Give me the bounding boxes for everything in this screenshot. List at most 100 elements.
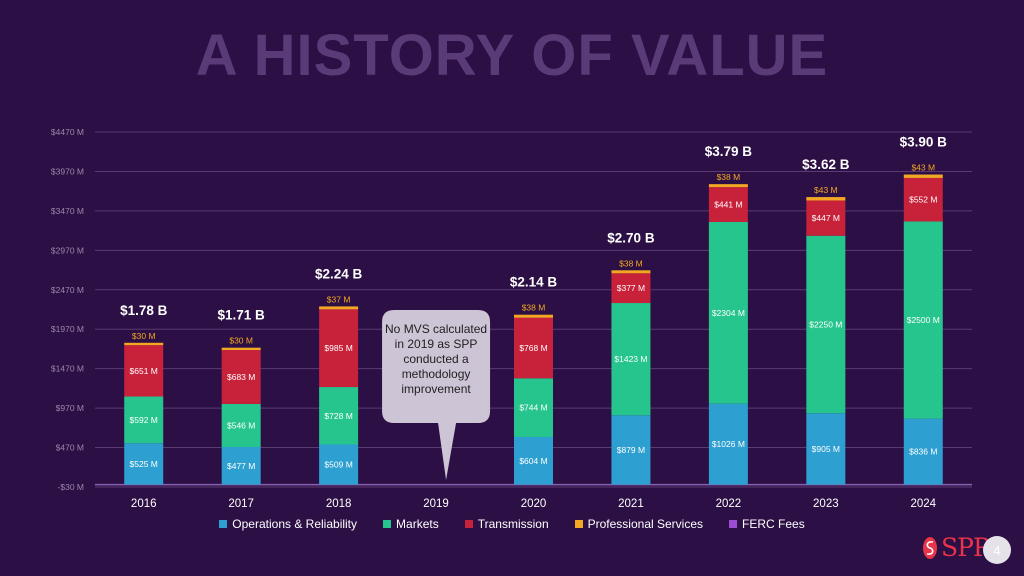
callout-bubble <box>382 310 491 480</box>
data-label: $728 M <box>324 411 352 421</box>
data-label: $836 M <box>909 447 937 457</box>
legend-item-professional[interactable]: Professional Services <box>574 517 704 531</box>
x-tick-label: 2022 <box>716 498 742 510</box>
bar-segment <box>124 443 164 485</box>
bars <box>124 174 943 485</box>
bar-segment <box>514 314 553 318</box>
data-label: $477 M <box>227 461 255 471</box>
page-number: 4 <box>983 536 1011 564</box>
bar-segment <box>806 200 846 236</box>
bar-segment <box>319 387 359 445</box>
total-label: $1.78 B <box>120 303 168 318</box>
legend-label-ops: Operations & Reliability <box>232 517 358 531</box>
y-tick-label: $3470 M <box>51 206 84 216</box>
legend-swatch-ops <box>219 520 228 528</box>
legend-item-markets[interactable]: Markets <box>383 517 439 531</box>
data-label: $2250 M <box>809 319 842 329</box>
bar-segment <box>806 197 846 201</box>
legend-label-professional: Professional Services <box>587 517 704 531</box>
legend-label-markets: Markets <box>396 517 439 531</box>
x-tick-label: 2020 <box>521 498 547 510</box>
data-label: $30 M <box>132 331 156 341</box>
data-label: $38 M <box>619 258 643 268</box>
legend-item-transmission[interactable]: Transmission <box>464 517 549 531</box>
data-label: $509 M <box>324 460 352 470</box>
bar-segment <box>611 415 651 485</box>
spp-logo: SPP <box>922 533 990 562</box>
bar-segment <box>514 317 553 379</box>
bar-segment <box>708 184 748 188</box>
legend-swatch-professional <box>574 520 583 528</box>
callout-text: No MVS calculated in 2019 as SPP conduct… <box>385 322 488 396</box>
bar-segment <box>903 221 943 419</box>
page-title: A HISTORY OF VALUE <box>195 23 829 88</box>
data-label: $43 M <box>814 185 838 195</box>
y-tick-label: $1470 M <box>51 364 84 374</box>
total-label: $1.71 B <box>218 308 266 323</box>
total-label: $3.90 B <box>900 135 948 150</box>
data-label: $651 M <box>130 366 158 376</box>
x-tick-label: 2019 <box>423 498 449 510</box>
bar-segment <box>708 187 748 222</box>
legend-label-transmission: Transmission <box>477 517 549 531</box>
legend-swatch-transmission <box>464 520 473 528</box>
bar-segment <box>903 177 943 222</box>
bar-segment <box>221 350 261 404</box>
total-label: $2.70 B <box>607 230 655 245</box>
data-label: $1423 M <box>614 354 647 364</box>
total-label: $3.62 B <box>802 157 850 172</box>
data-label: $552 M <box>909 195 937 205</box>
data-label: $447 M <box>812 213 840 223</box>
spp-logo-icon <box>923 536 937 559</box>
bar-segment <box>124 396 164 444</box>
x-axis: 2016 2017 2018 2019 2020 2021 2022 2023 2024 <box>131 498 937 510</box>
total-label: $2.24 B <box>315 266 363 281</box>
data-label: $43 M <box>911 163 935 173</box>
legend-swatch-ferc <box>729 520 738 528</box>
y-tick-label: $4470 M <box>51 127 84 137</box>
legend: Operations & Reliability Markets Transmi… <box>0 517 1024 531</box>
data-labels: $525 M $592 M $651 M $30 M $1.78 B $477 M $546… <box>120 135 947 471</box>
y-tick-label: $970 M <box>56 403 84 413</box>
legend-swatch-markets <box>383 520 392 528</box>
x-tick-label: 2016 <box>131 498 157 510</box>
data-label: $985 M <box>324 343 352 353</box>
bar-segment <box>514 436 553 485</box>
bar-segment <box>611 303 651 416</box>
data-label: $879 M <box>617 445 645 455</box>
bar-segment <box>319 306 359 310</box>
bar-segment <box>319 309 359 388</box>
bar-segment <box>221 403 261 448</box>
legend-item-ops[interactable]: Operations & Reliability <box>219 517 357 531</box>
data-label: $2304 M <box>712 308 745 318</box>
data-label: $744 M <box>519 403 547 413</box>
total-label: $3.79 B <box>705 144 753 159</box>
y-tick-label: $2970 M <box>51 245 84 255</box>
bar-segment <box>806 413 846 485</box>
data-label: $768 M <box>519 343 547 353</box>
bar-segment <box>806 235 846 414</box>
data-label: $525 M <box>130 459 158 469</box>
x-tick-label: 2024 <box>910 498 936 510</box>
bar-segment <box>708 403 748 485</box>
data-label: $30 M <box>229 336 253 346</box>
data-label: $604 M <box>519 456 547 466</box>
y-tick-label: $2470 M <box>51 285 84 295</box>
y-tick-label: -$30 M <box>58 482 84 492</box>
legend-label-ferc: FERC Fees <box>742 517 805 531</box>
bar-segment <box>124 345 164 397</box>
data-label: $38 M <box>717 172 741 182</box>
x-tick-label: 2023 <box>813 498 839 510</box>
bar-segment <box>319 444 359 485</box>
legend-item-ferc[interactable]: FERC Fees <box>729 517 805 531</box>
bar-segment <box>611 270 651 274</box>
bar-segment <box>221 347 261 351</box>
data-label: $683 M <box>227 372 255 382</box>
data-label: $592 M <box>130 415 158 425</box>
data-label: $2500 M <box>907 315 940 325</box>
bar-segment <box>903 418 943 485</box>
x-tick-label: 2021 <box>618 498 644 510</box>
y-axis: -$30 M $470 M $970 M $1470 M $1970 M $2470 M $… <box>51 127 84 492</box>
bar-segment <box>221 447 261 485</box>
callout-shape <box>382 310 491 480</box>
